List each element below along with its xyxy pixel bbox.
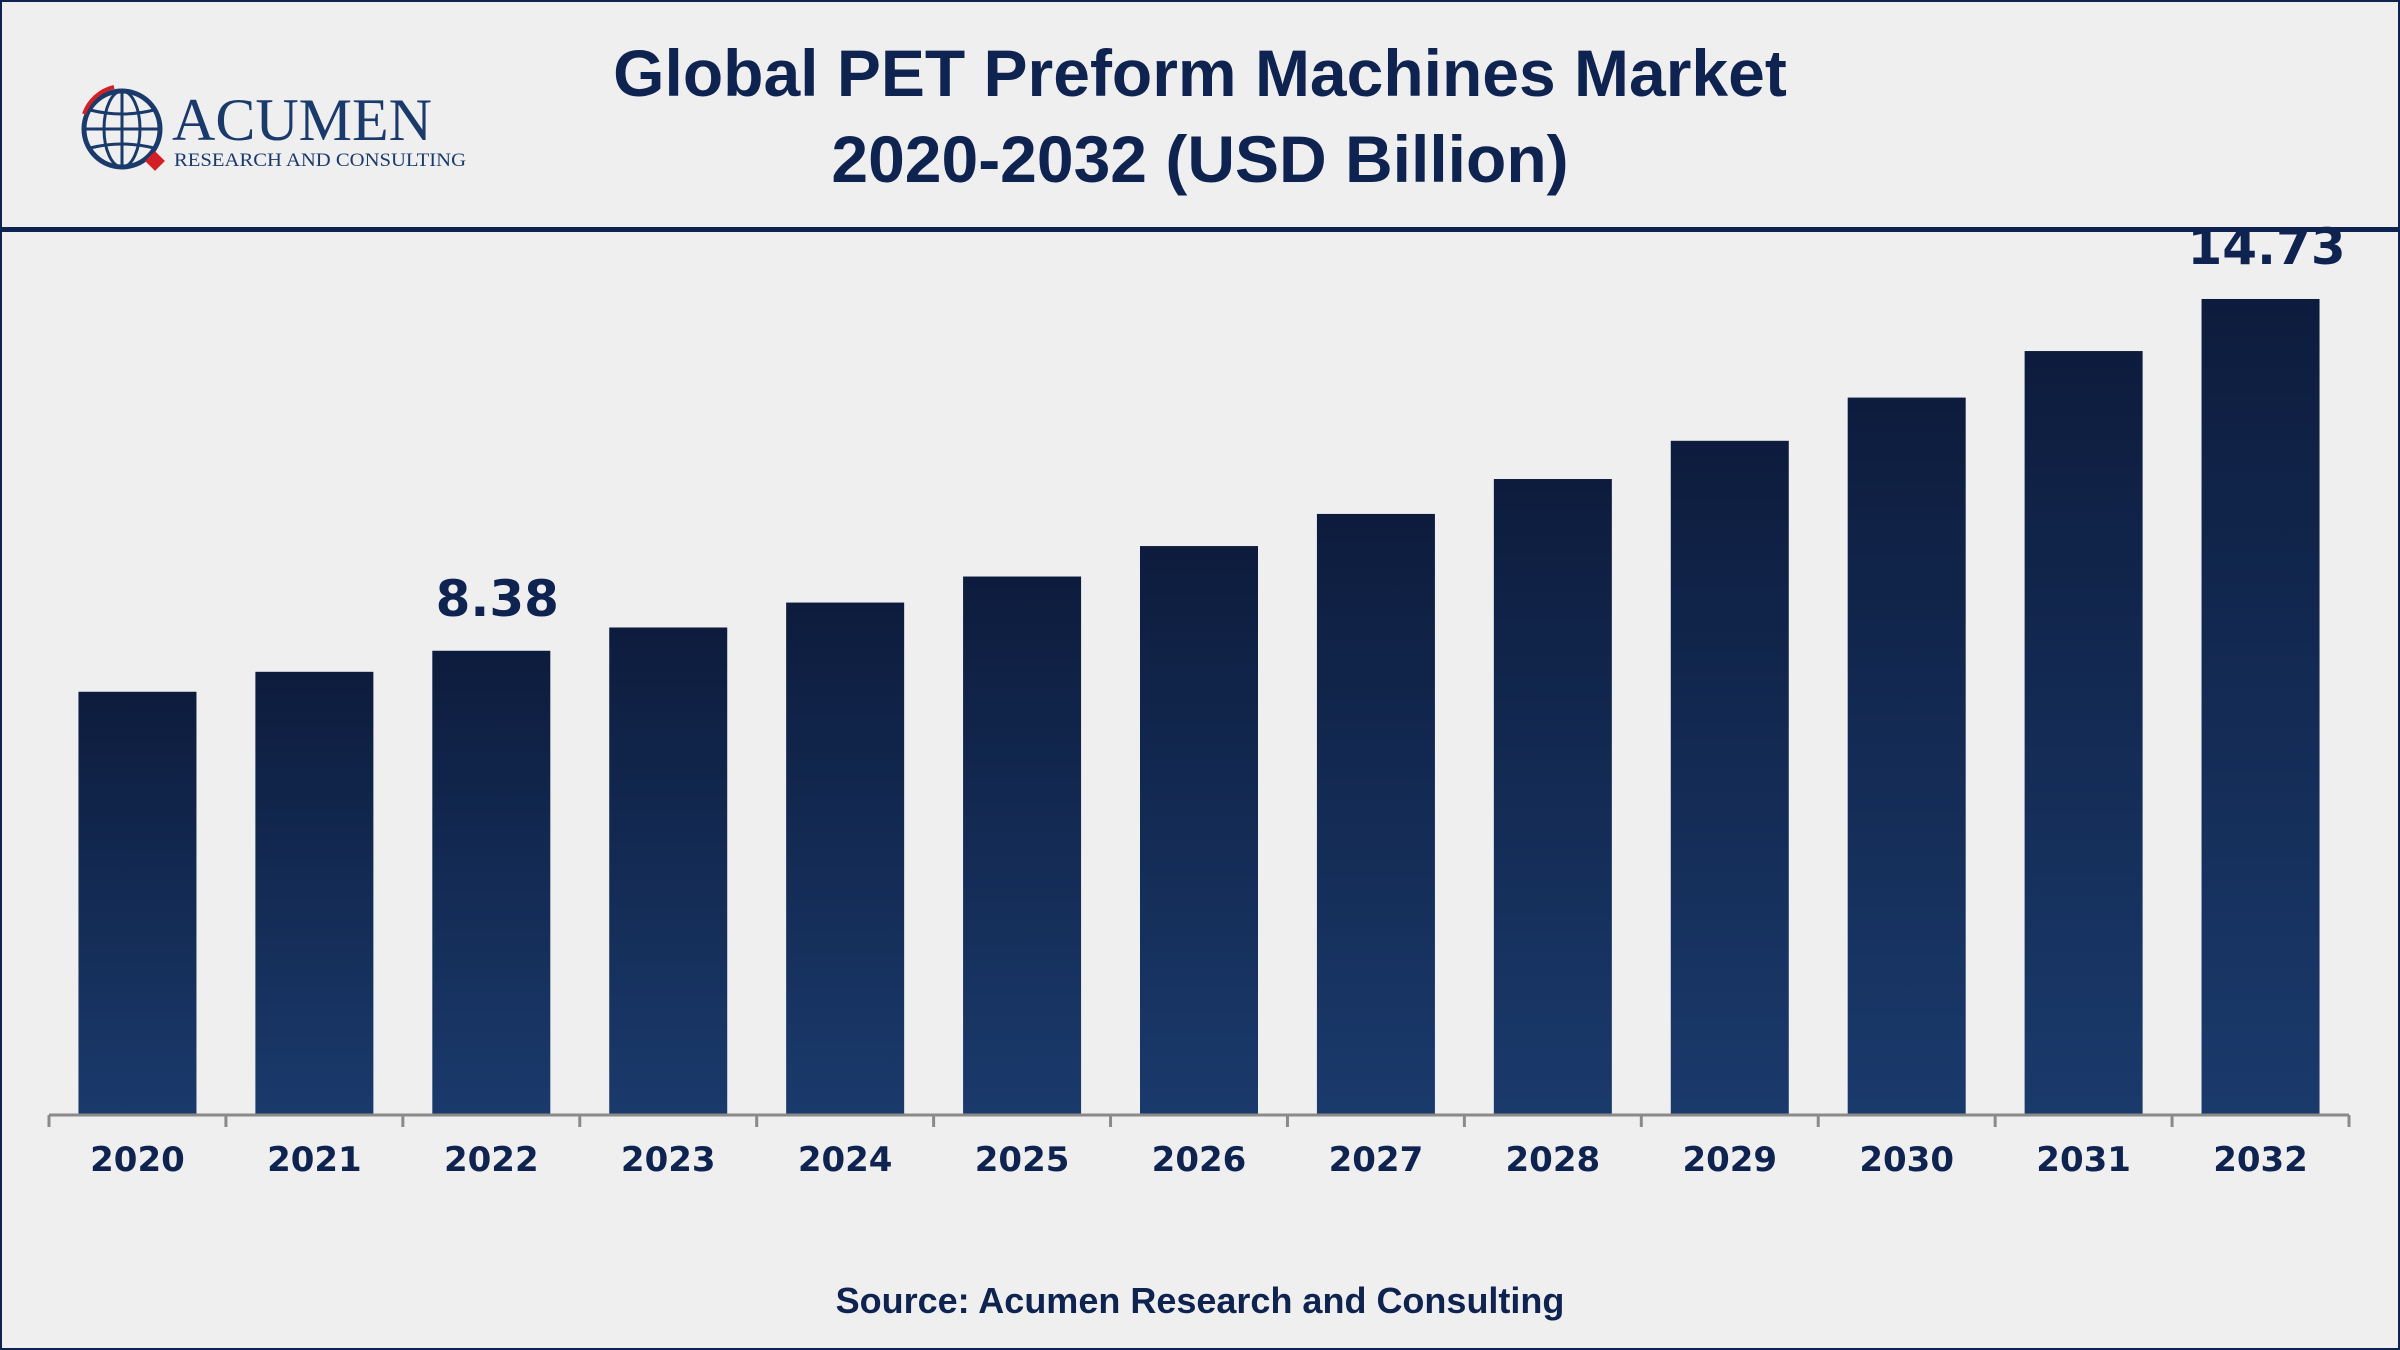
header: ACUMEN RESEARCH AND CONSULTING Global PE… <box>2 2 2398 232</box>
bar-2029 <box>1670 440 1789 1115</box>
x-tick-label-2024: 2024 <box>798 1140 893 1180</box>
x-tick-label-2027: 2027 <box>1329 1140 1424 1180</box>
title-line-1: Global PET Preform Machines Market <box>613 36 1787 110</box>
acumen-logo: ACUMEN RESEARCH AND CONSULTING <box>81 85 466 171</box>
bars-group <box>78 298 2320 1116</box>
source-note: Source: Acumen Research and Consulting <box>835 1280 1565 1321</box>
logo-tagline: RESEARCH AND CONSULTING <box>174 150 466 171</box>
logo-name: ACUMEN <box>172 87 432 153</box>
bar-2026 <box>1140 546 1258 1115</box>
x-tick-label-2029: 2029 <box>1682 1140 1777 1180</box>
x-tick-label-2028: 2028 <box>1506 1140 1601 1180</box>
bar-2028 <box>1493 479 1612 1115</box>
x-tick-label-2020: 2020 <box>90 1140 185 1180</box>
x-tick-label-2031: 2031 <box>2036 1140 2131 1180</box>
title-line-2: 2020-2032 (USD Billion) <box>831 122 1569 196</box>
data-label-2032: 14.73 <box>2187 218 2345 276</box>
bar-2031 <box>2024 351 2143 1116</box>
x-axis <box>47 1113 2351 1127</box>
bar-2023 <box>609 627 728 1115</box>
bar-2025 <box>963 576 1082 1115</box>
bar-2022 <box>432 650 551 1115</box>
bar-2030 <box>1847 397 1966 1115</box>
bar-2032 <box>2201 298 2320 1115</box>
bar-2020 <box>78 691 197 1115</box>
x-tick-label-2022: 2022 <box>444 1140 539 1180</box>
x-tick-label-2032: 2032 <box>2213 1140 2308 1180</box>
x-tick-label-2030: 2030 <box>1859 1140 1954 1180</box>
bar-2027 <box>1316 513 1435 1115</box>
bar-2024 <box>786 602 905 1115</box>
x-tick-label-2021: 2021 <box>267 1140 362 1180</box>
x-tick-label-2025: 2025 <box>975 1140 1070 1180</box>
labels-group: 2020 2021 2022 8.38 2023 2024 2025 2026 2027 2028… <box>90 218 2345 1180</box>
bar-2021 <box>255 671 374 1115</box>
x-tick-label-2026: 2026 <box>1152 1140 1247 1180</box>
chart-title: Global PET Preform Machines Market 2020-… <box>2 30 2398 202</box>
globe-icon <box>81 85 165 171</box>
x-tick-label-2023: 2023 <box>621 1140 716 1180</box>
data-label-2022: 8.38 <box>436 570 559 628</box>
